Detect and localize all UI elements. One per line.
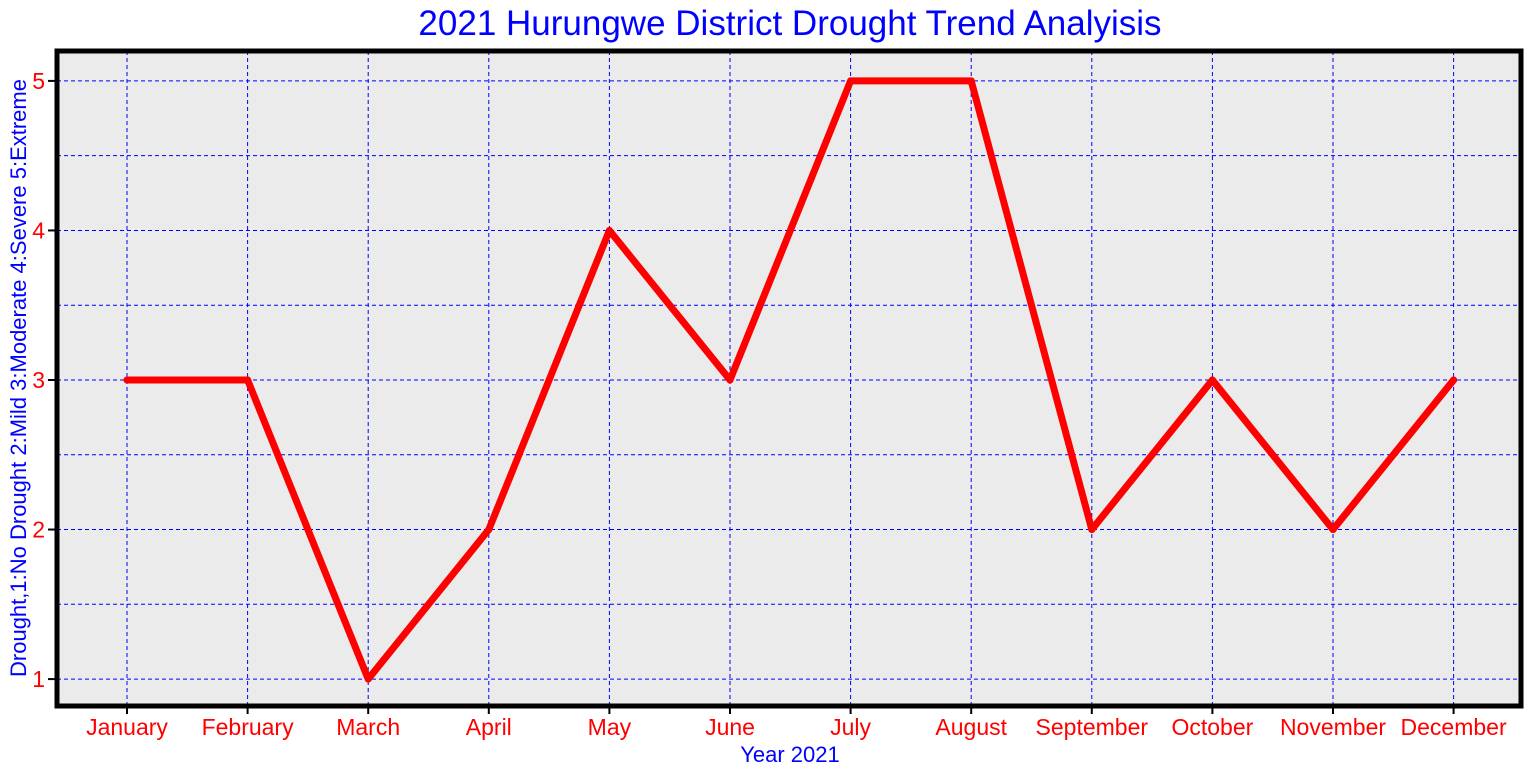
y-axis-ticks: 1 2 3 4 5 [32, 68, 57, 692]
x-tick-label: December [1401, 714, 1507, 740]
x-tick-label: March [336, 714, 400, 740]
x-tick-label: July [830, 714, 871, 740]
data-point [485, 526, 493, 534]
data-point [364, 675, 372, 683]
y-axis-label: Drought,1:No Drought 2:Mild 3:Moderate 4… [6, 79, 31, 677]
x-tick-label: April [466, 714, 512, 740]
data-point [1088, 526, 1096, 534]
chart-title: 2021 Hurungwe District Drought Trend Ana… [418, 4, 1161, 43]
x-axis-ticks: January February March April May June July Augu… [86, 706, 1507, 740]
data-point [605, 226, 613, 234]
x-axis-label: Year 2021 [740, 742, 840, 767]
y-tick-label: 5 [32, 68, 45, 94]
data-point [1329, 526, 1337, 534]
x-tick-label: January [86, 714, 168, 740]
x-tick-label: October [1171, 714, 1253, 740]
data-point [123, 376, 131, 384]
x-tick-label: June [705, 714, 755, 740]
x-tick-label: September [1036, 714, 1149, 740]
series-line [123, 77, 1458, 683]
plot-area [57, 51, 1521, 706]
y-tick-label: 2 [32, 517, 45, 543]
data-point [726, 376, 734, 384]
y-tick-label: 4 [32, 217, 45, 243]
x-tick-label: May [588, 714, 632, 740]
data-point [1450, 376, 1458, 384]
x-tick-label: November [1280, 714, 1386, 740]
data-point [847, 77, 855, 85]
data-point [1208, 376, 1216, 384]
series-layer [123, 77, 1458, 683]
plot-border [54, 48, 1524, 709]
y-tick-label: 3 [32, 367, 45, 393]
x-tick-label: February [202, 714, 295, 740]
data-point [967, 77, 975, 85]
data-point [244, 376, 252, 384]
x-tick-label: August [935, 714, 1007, 740]
y-tick-label: 1 [32, 666, 45, 692]
